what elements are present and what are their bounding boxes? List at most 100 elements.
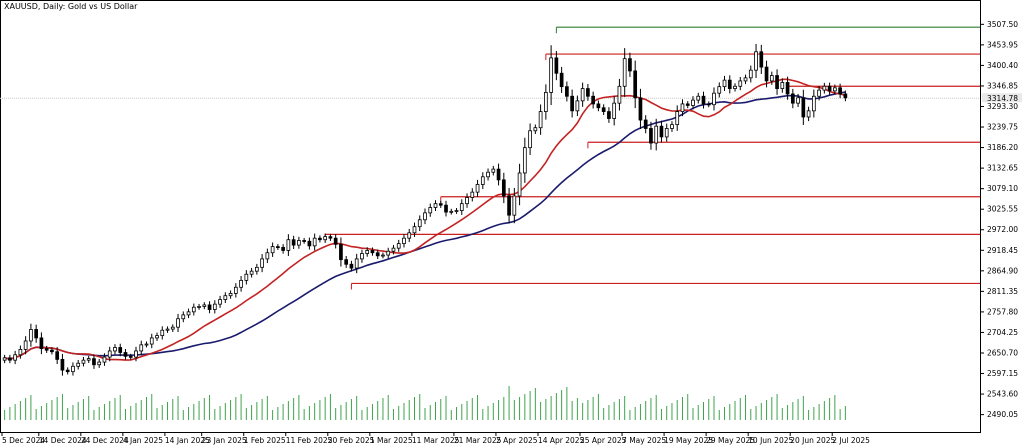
candle: [444, 200, 448, 217]
time-axis-label: 20 Jun 2025: [790, 436, 835, 445]
candle: [780, 78, 785, 93]
bull-candle-body: [491, 168, 496, 173]
bull-candle-body: [449, 210, 454, 213]
bear-candle-body: [570, 95, 574, 112]
candle: [249, 267, 254, 278]
time-axis-label: 24 Dec 2024: [81, 436, 129, 445]
bull-candle-body: [675, 111, 680, 126]
candle: [533, 124, 538, 134]
price-axis-label: 3293.30: [987, 102, 1018, 111]
candle: [670, 121, 674, 132]
bull-candle-body: [97, 361, 102, 366]
candle: [107, 346, 112, 362]
price-axis[interactable]: 3507.50 3453.95 3400.40 3346.85 3293.30 3239.…: [980, 20, 1018, 419]
time-axis-label: 11 Feb 2025: [286, 436, 333, 445]
candle: [775, 69, 779, 95]
bear-candle-body: [638, 97, 643, 121]
candle: [86, 355, 91, 363]
current-price-label: 3314.78: [987, 94, 1018, 103]
bear-candle-body: [801, 97, 806, 118]
candle: [307, 237, 312, 250]
candle: [339, 237, 343, 267]
candle: [638, 88, 643, 130]
candle: [691, 96, 695, 110]
candle: [302, 237, 306, 244]
candle: [801, 89, 806, 126]
candle: [244, 270, 249, 285]
candle: [601, 104, 606, 116]
candle: [318, 235, 322, 243]
bull-candle-body: [244, 273, 249, 281]
bull-candle-body: [286, 239, 291, 251]
candle: [596, 100, 601, 112]
bull-candle-body: [528, 130, 532, 149]
candle: [207, 301, 212, 314]
bull-candle-body: [754, 51, 758, 71]
candle: [228, 290, 233, 299]
price-axis-label: 3239.75: [987, 123, 1018, 132]
price-axis-label: 2704.25: [987, 328, 1018, 337]
candle: [297, 236, 301, 249]
bull-candle-body: [622, 58, 627, 87]
candle: [218, 295, 222, 308]
bull-candle-body: [712, 92, 716, 106]
bear-candle-body: [123, 352, 128, 357]
bull-candle-body: [354, 258, 359, 269]
candle: [34, 324, 39, 343]
bull-candle-body: [191, 306, 196, 313]
bear-candle-body: [706, 103, 711, 106]
time-axis-label: 4 Jan 2025: [123, 436, 163, 445]
candle: [123, 349, 128, 360]
candle: [743, 74, 748, 85]
bear-candle-body: [601, 107, 606, 112]
candle: [559, 66, 564, 93]
bull-candle-body: [139, 344, 144, 352]
bull-candle-body: [2, 357, 7, 361]
bear-candle-body: [496, 168, 501, 181]
bull-candle-body: [433, 203, 438, 208]
bull-candle-body: [312, 237, 317, 247]
bear-candle-body: [302, 240, 306, 242]
time-axis-label: 2 Jul 2025: [832, 436, 870, 445]
bull-candle-body: [323, 236, 328, 241]
candle: [417, 215, 422, 232]
candle: [8, 354, 12, 364]
candle: [591, 91, 595, 109]
candle: [265, 248, 270, 264]
bull-candle-body: [417, 219, 422, 228]
candle: [270, 242, 275, 257]
candle: [354, 253, 359, 274]
candle: [580, 82, 585, 107]
bear-candle-body: [554, 57, 559, 74]
bear-candle-body: [586, 88, 590, 97]
candle: [501, 172, 506, 204]
price-axis-label: 2490.05: [987, 410, 1018, 419]
candle: [191, 303, 196, 316]
candle: [333, 234, 338, 249]
time-axis-label: 14 Dec 2024: [39, 436, 87, 445]
candle: [286, 234, 291, 256]
bull-candle-body: [386, 250, 391, 256]
bull-candle-body: [134, 350, 138, 358]
bear-candle-body: [118, 347, 123, 353]
bull-candle-body: [475, 184, 480, 193]
bull-candle-body: [664, 128, 669, 138]
price-axis-label: 3186.20: [987, 143, 1018, 152]
bear-candle-body: [328, 236, 333, 239]
bear-candle-body: [375, 252, 380, 257]
candle: [528, 123, 532, 156]
bull-candle-body: [769, 75, 774, 82]
bear-candle-body: [60, 358, 65, 371]
candle: [291, 235, 296, 249]
candle: [239, 276, 243, 292]
bull-candle-body: [465, 197, 469, 205]
bull-candle-body: [549, 57, 553, 93]
bull-candle-body: [228, 293, 233, 297]
candle: [643, 115, 648, 134]
bull-candle-body: [748, 69, 753, 79]
time-axis-label: 7 May 2025: [622, 436, 666, 445]
candle: [412, 222, 417, 237]
